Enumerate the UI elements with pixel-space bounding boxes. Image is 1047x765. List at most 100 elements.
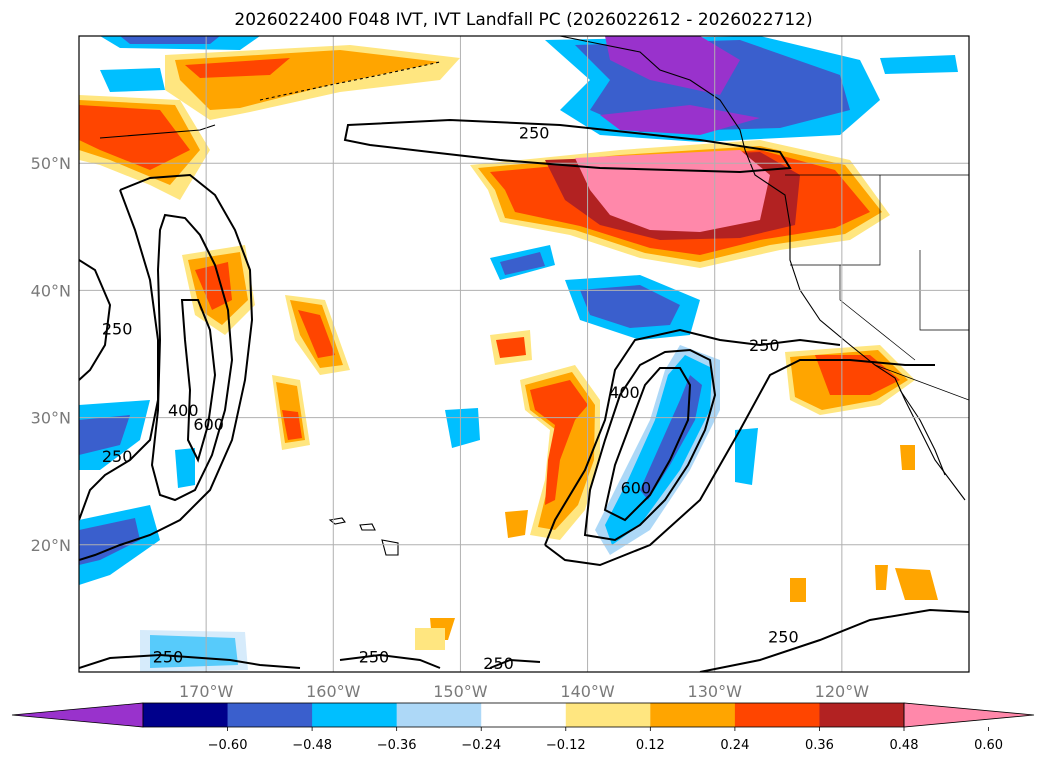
colorbar-tick-label: 0.24 (720, 738, 749, 753)
shade-bottom-lightblue (140, 630, 248, 672)
lon-tick-label: 150°W (433, 682, 488, 701)
lat-tick-label: 30°N (31, 409, 71, 428)
colorbar-segment (565, 703, 651, 727)
island-hawaii-2 (359, 523, 376, 531)
contour-label: 400 (609, 383, 640, 402)
plot-frame (78, 35, 970, 673)
shade-s3 (790, 578, 806, 602)
colorbar-tick-label: −0.12 (546, 738, 586, 753)
shade-small-blue-3 (175, 448, 195, 488)
colorbar-tick-label: 0.12 (636, 738, 665, 753)
colorbar-segment (734, 703, 820, 727)
colorbar-extend-low (11, 702, 144, 728)
contour-250-east (544, 359, 935, 567)
lon-tick-label: 120°W (815, 682, 870, 701)
lon-tick-label: 160°W (306, 682, 361, 701)
state-border-2 (839, 265, 916, 361)
shade-central-royal (580, 285, 680, 328)
contour-label: 250 (102, 447, 133, 466)
shade-left-royal-low (79, 518, 140, 565)
lon-tick-label: 130°W (688, 682, 743, 701)
shade-left-royal-mid (79, 415, 130, 455)
border-us-mexico (874, 364, 969, 401)
shade-mid-blue-isolated (445, 408, 480, 448)
ivt-shading (79, 36, 958, 672)
shade-nw-blue-2 (880, 55, 958, 74)
coast-alaska (559, 36, 966, 501)
shade-aleutian-red (185, 58, 290, 78)
contour-400-east (583, 348, 717, 542)
shade-north-left-royal (120, 36, 220, 44)
shade-streak-royal (640, 375, 702, 500)
contour-label: 400 (168, 401, 199, 420)
island-hawaii-3 (381, 539, 399, 556)
shade-small-blue-2 (735, 428, 758, 485)
contour-label: 600 (193, 415, 224, 434)
colorbar-extend-high (903, 702, 1035, 728)
contour-250-north (343, 118, 792, 174)
chart-title: 2026022400 F048 IVT, IVT Landfall PC (20… (234, 10, 813, 30)
colorbar-tick-label: 0.48 (890, 738, 919, 753)
lon-tick-label: 170°W (179, 682, 234, 701)
ivt-contours (79, 118, 969, 672)
colorbar-tick-label: −0.60 (208, 738, 248, 753)
contour-label: 250 (102, 320, 133, 339)
contour-label: 250 (359, 648, 390, 667)
contour-400-west (150, 213, 234, 502)
contour-600-east (603, 367, 692, 522)
colorbar-segment (481, 703, 567, 727)
shade-s6 (415, 628, 445, 650)
lon-tick-label: 140°W (560, 682, 615, 701)
contour-250-south (79, 653, 301, 669)
colorbar-segment (819, 703, 905, 727)
lat-tick-label: 20°N (31, 536, 71, 555)
colorbar-tick-label: −0.48 (292, 738, 332, 753)
contour-250-south-3 (489, 658, 541, 669)
colorbar-tick-label: −0.36 (377, 738, 417, 753)
coastlines (99, 36, 969, 556)
contour-label: 250 (483, 654, 514, 673)
contour-250-west-outer (79, 259, 112, 381)
shade-north-purple-2 (600, 105, 760, 135)
colorbar-segment (650, 703, 736, 727)
shade-left-red (79, 105, 190, 170)
colorbar-segment (312, 703, 398, 727)
contour-label: 250 (519, 124, 550, 143)
coast-aleutians-2 (99, 124, 216, 139)
contour-250-east-2 (544, 328, 841, 546)
contour-250-south-4 (699, 608, 969, 672)
state-border-1 (790, 175, 881, 266)
shade-s7 (900, 445, 915, 470)
lat-tick-label: 50°N (31, 154, 71, 173)
contour-label: 250 (768, 627, 799, 646)
shade-north-purple (605, 36, 740, 95)
island-hawaii-1 (328, 517, 346, 525)
shade-ca-red (815, 355, 900, 395)
shade-nw-blue (100, 68, 165, 92)
colorbar-frame (142, 702, 905, 728)
contour-250-south-2 (339, 653, 441, 669)
colorbar-tick-label: −0.24 (461, 738, 501, 753)
shade-orange-streak-red (530, 380, 588, 505)
state-border-3 (919, 250, 969, 331)
coast-aleutians (259, 61, 441, 101)
shade-w4-red (496, 337, 526, 358)
contour-600-west (180, 299, 217, 463)
shade-s2 (875, 565, 888, 590)
mexico-baja (899, 389, 946, 476)
colorbar: −0.60 −0.48 −0.36 −0.24 −0.12 0.12 0.24 0.36 0.4… (11, 702, 1035, 753)
colorbar-segment (227, 703, 313, 727)
contour-label: 250 (749, 336, 780, 355)
shade-w2-red (298, 310, 335, 358)
shade-mid-royal-small (500, 252, 545, 275)
colorbar-tick-label: 0.36 (805, 738, 834, 753)
contour-label: 600 (621, 479, 652, 498)
shade-wc-red (195, 262, 232, 310)
lat-tick-labels: 20°N 30°N 40°N 50°N (31, 154, 71, 555)
colorbar-segment (396, 703, 482, 727)
lat-tick-label: 40°N (31, 281, 71, 300)
contour-250-west-ring-2 (79, 189, 159, 521)
contour-250-west-ring (79, 173, 254, 561)
